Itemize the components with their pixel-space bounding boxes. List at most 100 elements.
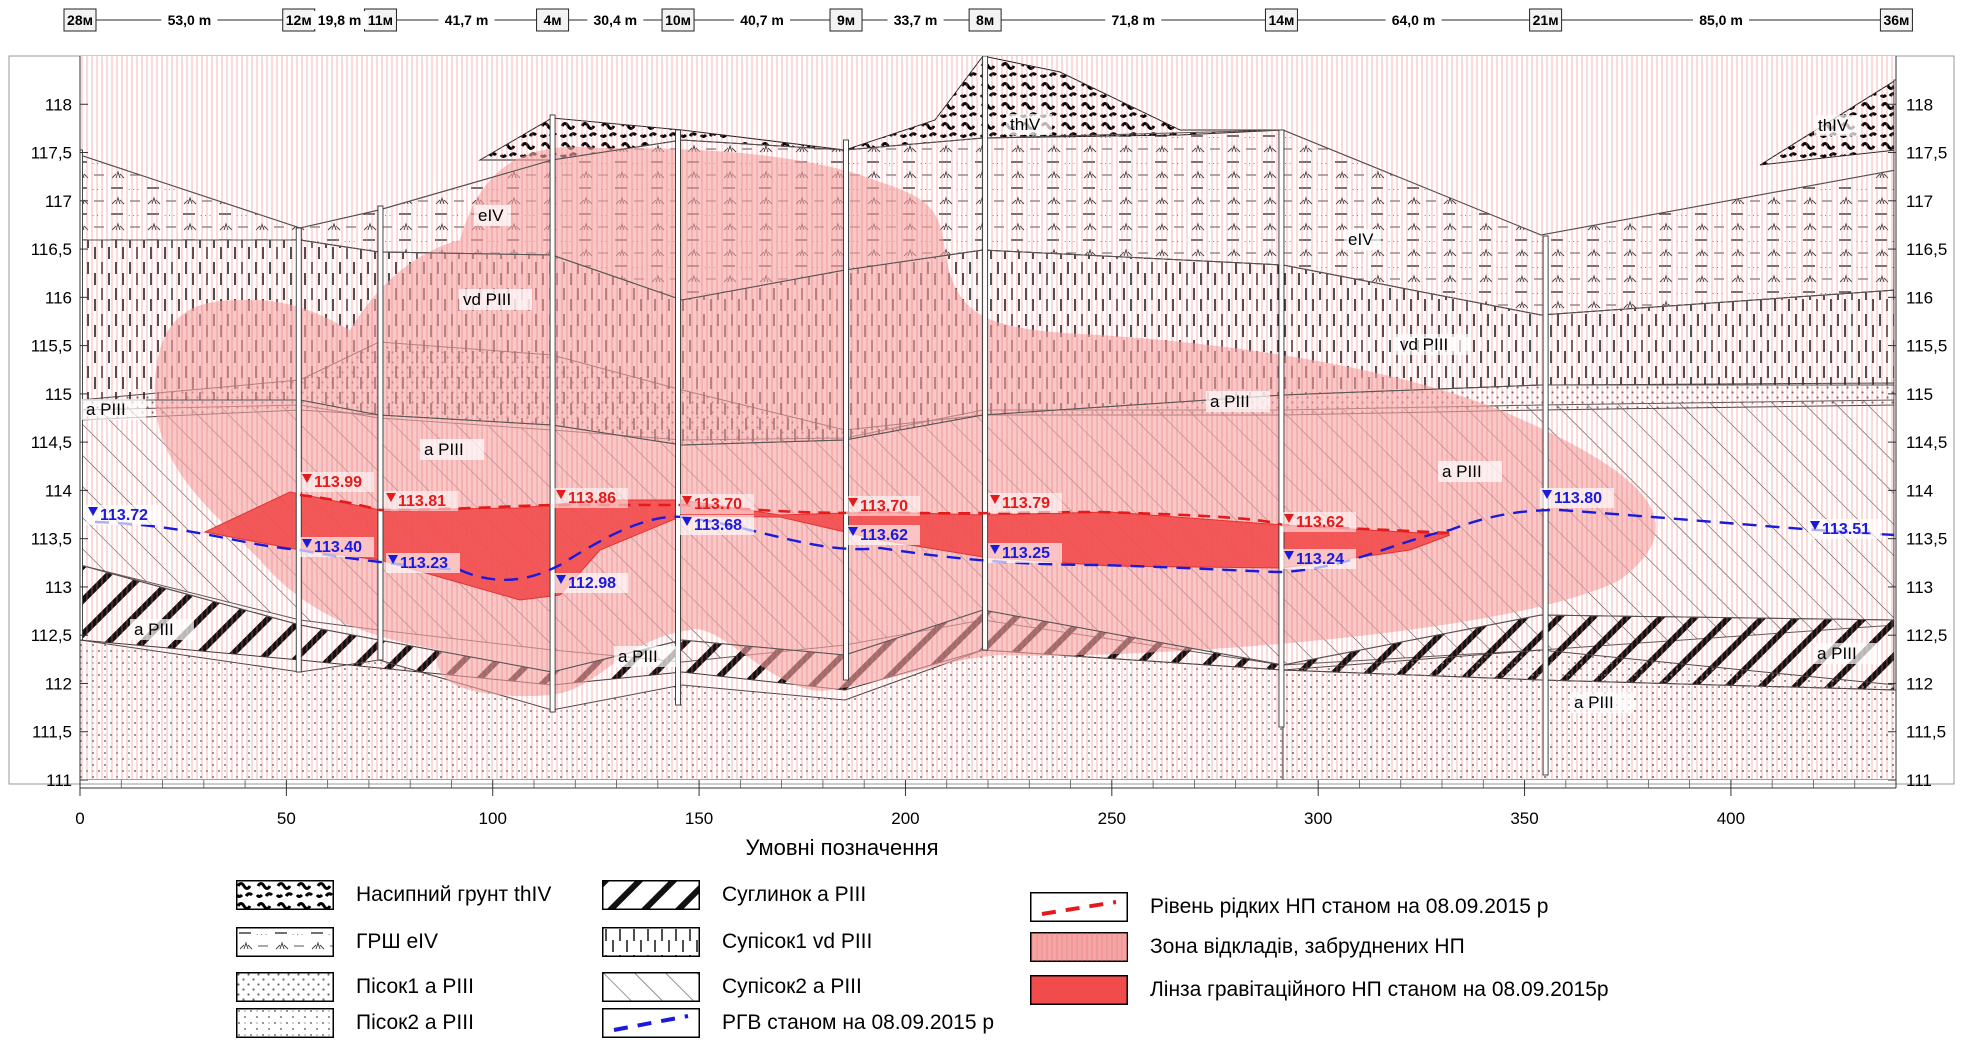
legend-label-oil-level: Рівень рідких НП станом на 08.09.2015 р: [1150, 895, 1549, 918]
y-tick-label-right: 115: [1906, 385, 1933, 404]
oil-level-line: [299, 493, 1451, 535]
groundwater-triangle-icon: [848, 527, 858, 536]
oil-triangle-icon: [556, 490, 566, 499]
header-well-box: [1529, 8, 1563, 32]
header-well-label: 21м: [1533, 12, 1559, 28]
y-tick-label-left: 117,5: [31, 144, 72, 163]
legend-item-supisok1: Супісок1 vd PIII: [602, 927, 872, 957]
groundwater-triangle-icon: [302, 539, 312, 548]
y-tick-label-left: 115,5: [31, 337, 72, 356]
layer-label: a PIII: [1817, 644, 1857, 663]
header-well-label: 10м: [665, 12, 691, 28]
groundwater-triangle-icon: [1810, 521, 1820, 530]
legend-item-pisok2: Пісок2 а PIII: [236, 1008, 474, 1038]
groundwater-label-bg: [300, 537, 374, 557]
header-distance-label: 53,0 m: [168, 12, 212, 28]
layer-label: a PIII: [1210, 392, 1250, 411]
oil-markers: 113.99 113.81 113.86 113.70 113.70 113.79 113.…: [300, 472, 1356, 532]
groundwater-triangle-icon: [682, 517, 692, 526]
groundwater-label-bg: [988, 543, 1062, 563]
legend-item-grsh: ГРШ eIV: [236, 927, 438, 957]
x-tick-label: 0: [75, 809, 84, 828]
well-column: [843, 139, 849, 681]
header-distance-bg: [1693, 11, 1750, 29]
legend-label-oil-lens: Лінза гравітаційного НП станом на 08.09.…: [1150, 978, 1609, 1001]
well-column: [549, 114, 556, 713]
layer-label-bg: [1006, 114, 1052, 135]
header-distance-bg: [438, 11, 495, 29]
oil-triangle-icon: [682, 496, 692, 505]
layer-label-bg: [1814, 115, 1860, 136]
groundwater-triangle-icon: [88, 507, 98, 516]
groundwater-level-label: 113.62: [860, 527, 908, 544]
header-distance-bg: [887, 11, 944, 29]
y-tick-label-right: 112,5: [1906, 626, 1947, 645]
legend-swatch-pisok2: [236, 1008, 334, 1038]
legend-label-grsh: ГРШ eIV: [356, 930, 438, 953]
groundwater-level-label: 112.98: [568, 575, 616, 592]
layer-label: a PIII: [86, 400, 126, 419]
header-well-label: 8м: [976, 12, 994, 28]
header-well-label: 14м: [1268, 12, 1294, 28]
header-distance-label: 64,0 m: [1392, 12, 1436, 28]
layer-label: a PIII: [1574, 693, 1614, 712]
x-tick-label: 100: [479, 809, 507, 828]
oil-level-label: 113.62: [1296, 514, 1344, 531]
header-distance-label: 85,0 m: [1699, 12, 1743, 28]
legend-swatch-pisok1: [236, 972, 334, 1002]
layer-label: eIV: [1348, 230, 1374, 249]
layer-label-bg: [1344, 229, 1381, 250]
layer-label: a PIII: [424, 440, 464, 459]
y-tick-label-right: 111,5: [1906, 723, 1946, 742]
y-tick-label-right: 117: [1906, 192, 1933, 211]
header-distance-label: 30,4 m: [594, 12, 638, 28]
well-column: [1893, 79, 1896, 691]
header-well-label: 4м: [543, 12, 561, 28]
legend-swatch-oil-level: [1030, 892, 1128, 922]
well-column: [675, 129, 681, 706]
x-tick-label: 350: [1510, 809, 1538, 828]
legend-swatch-supisok1: [602, 927, 700, 957]
well-column: [80, 149, 83, 641]
y-tick-label-left: 117: [45, 192, 72, 211]
legend-label-supisok2: Супісок2 а PIII: [722, 975, 862, 998]
oil-triangle-icon: [848, 498, 858, 507]
oil-label-bg: [988, 493, 1062, 513]
legend-label-groundwater: РГВ станом на 08.09.2015 р: [722, 1011, 995, 1034]
oil-label-bg: [300, 472, 374, 492]
y-axis-right: 118 117,5 117 116,5 116 115,5 115 114,5 114 113,5…: [1888, 95, 1947, 790]
groundwater-level-label: 113.51: [1822, 521, 1870, 538]
layer-label-bg: [1570, 692, 1634, 713]
layer-label-bg: [474, 205, 511, 226]
groundwater-triangle-icon: [1542, 490, 1552, 499]
groundwater-level-label: 113.40: [314, 539, 362, 556]
legend-swatch-suhlynok: [602, 880, 700, 910]
header-distance-bg: [1385, 11, 1442, 29]
y-tick-label-right: 111: [1906, 771, 1932, 790]
oil-level-label: 113.70: [694, 496, 742, 513]
header-well-label: 9м: [837, 12, 855, 28]
x-tick-label: 300: [1304, 809, 1332, 828]
well-columns: [80, 56, 1896, 776]
legend-swatch-contamination-zone: [1030, 932, 1128, 962]
groundwater-triangle-icon: [990, 545, 1000, 554]
header-well-label: 36м: [1883, 12, 1909, 28]
x-tick-label: 250: [1098, 809, 1126, 828]
y-tick-label-left: 111,5: [32, 723, 72, 742]
layer-label: thIV: [1010, 115, 1041, 134]
header-well-label: 11м: [368, 12, 393, 28]
layer-label: vd PIII: [1400, 335, 1448, 354]
legend-item-supisok2: Супісок2 а PIII: [602, 972, 862, 1002]
header-distance-bg: [587, 11, 644, 29]
legend-item-contamination-zone: Зона відкладів, забруднених НП: [1030, 932, 1465, 962]
header-well-box: [968, 8, 1002, 32]
y-tick-label-left: 113: [45, 578, 72, 597]
x-tick-label: 400: [1717, 809, 1745, 828]
layer-label-bg: [459, 289, 532, 310]
layer-label-bg: [1438, 461, 1502, 482]
legend-label-contamination-zone: Зона відкладів, забруднених НП: [1150, 935, 1465, 958]
legend-item-oil-lens: Лінза гравітаційного НП станом на 08.09.…: [1030, 975, 1609, 1005]
y-tick-label-left: 114: [45, 481, 72, 500]
y-tick-label-left: 112,5: [31, 626, 72, 645]
